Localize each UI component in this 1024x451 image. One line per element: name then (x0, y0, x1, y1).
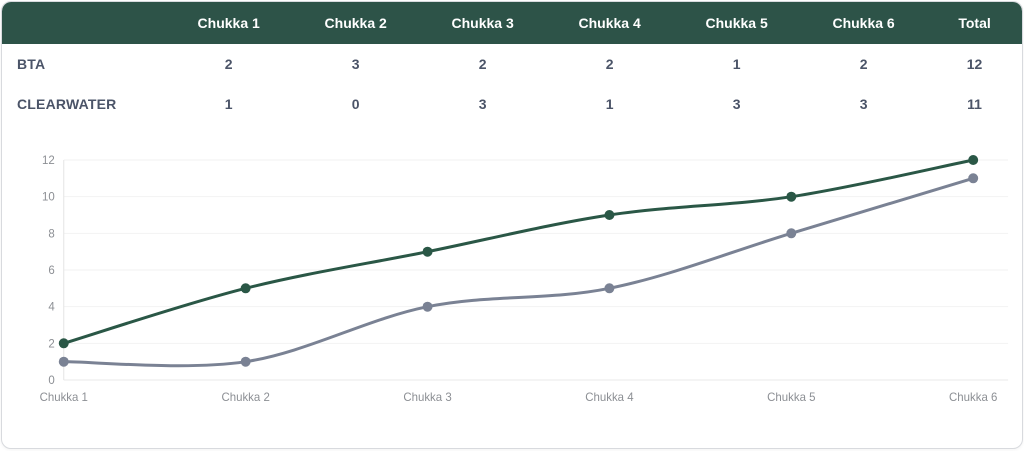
clearwater-point[interactable] (786, 228, 797, 239)
table-row-clearwater: CLEARWATER 1 0 3 1 3 3 11 (2, 84, 1022, 124)
header-chukka-4: Chukka 4 (578, 15, 641, 31)
header-chukka-2: Chukka 2 (324, 15, 387, 31)
score-table: Chukka 1 Chukka 2 Chukka 3 Chukka 4 Chuk… (2, 2, 1022, 124)
score-cell: 3 (478, 96, 487, 112)
score-cell: 0 (351, 96, 360, 112)
team-name: BTA (17, 56, 46, 72)
clearwater-point[interactable] (422, 301, 433, 312)
clearwater-point[interactable] (604, 283, 615, 294)
y-tick-label: 2 (48, 338, 54, 350)
x-tick-label: Chukka 1 (40, 392, 88, 404)
score-cell: 2 (224, 56, 233, 72)
chart-area: 0 2 4 6 8 10 12 Chukka 1 Chukka 2 Chukka 3 Chukka … (2, 136, 1022, 416)
score-cell: 2 (859, 56, 868, 72)
score-cell: 1 (732, 56, 741, 72)
score-cell: 3 (859, 96, 868, 112)
header-chukka-3: Chukka 3 (451, 15, 514, 31)
score-cell: 3 (732, 96, 741, 112)
header-total: Total (958, 15, 991, 31)
score-table-header: Chukka 1 Chukka 2 Chukka 3 Chukka 4 Chuk… (2, 2, 1022, 44)
score-cell: 2 (605, 56, 614, 72)
clearwater-point[interactable] (58, 356, 69, 367)
y-tick-label: 4 (48, 302, 55, 314)
bta-point[interactable] (240, 283, 251, 294)
total-cell: 12 (966, 56, 983, 72)
bta-point[interactable] (604, 210, 615, 220)
score-cell: 3 (351, 56, 360, 72)
bta-point[interactable] (58, 338, 69, 349)
bta-line[interactable] (62, 158, 975, 345)
y-tick-label: 12 (42, 155, 55, 167)
score-progression-chart[interactable]: 0 2 4 6 8 10 12 Chukka 1 Chukka 2 Chukka 3 Chukka … (2, 136, 1022, 416)
x-tick-label: Chukka 6 (949, 392, 997, 404)
header-chukka-6: Chukka 6 (832, 15, 895, 31)
clearwater-point[interactable] (968, 173, 979, 184)
x-tick-label: Chukka 3 (403, 392, 451, 404)
bta-point[interactable] (422, 246, 433, 257)
y-tick-label: 6 (48, 265, 54, 277)
clearwater-line[interactable] (62, 176, 975, 368)
y-tick-label: 8 (48, 228, 54, 240)
y-tick-label: 0 (48, 375, 54, 387)
score-cell: 1 (224, 96, 233, 112)
table-row-bta: BTA 2 3 2 2 1 2 12 (2, 44, 1022, 84)
score-cell: 2 (478, 56, 487, 72)
score-cell: 1 (605, 96, 614, 112)
y-tick-label: 10 (42, 192, 55, 204)
bta-point[interactable] (786, 191, 797, 202)
header-chukka-1: Chukka 1 (197, 15, 260, 31)
x-tick-label: Chukka 4 (585, 392, 634, 404)
team-name: CLEARWATER (17, 96, 117, 112)
bta-point[interactable] (968, 155, 979, 165)
x-tick-label: Chukka 2 (221, 392, 269, 404)
clearwater-point[interactable] (240, 356, 251, 367)
x-tick-label: Chukka 5 (767, 392, 815, 404)
total-cell: 11 (967, 96, 982, 112)
header-chukka-5: Chukka 5 (705, 15, 768, 31)
